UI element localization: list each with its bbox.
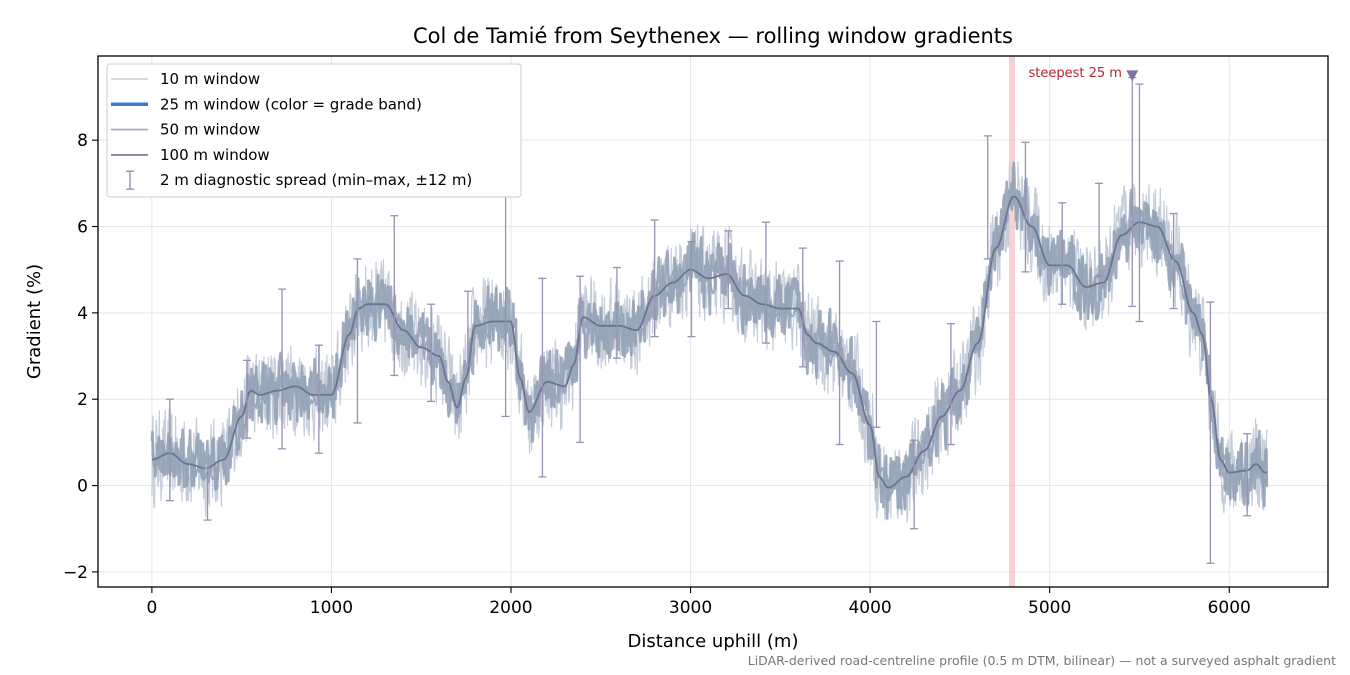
- grid: [98, 56, 1328, 587]
- steepest-marker: [1126, 70, 1139, 82]
- diagnostic-errorbar: [1243, 433, 1252, 517]
- y-tick-label: 0: [77, 477, 88, 497]
- diagnostic-errorbar: [1206, 301, 1215, 564]
- diagnostic-errorbar: [278, 288, 287, 450]
- legend-label: 2 m diagnostic spread (min–max, ±12 m): [160, 171, 472, 189]
- diagnostic-errorbar: [872, 320, 881, 428]
- legend: 10 m window 25 m window (color = grade ba…: [106, 63, 522, 198]
- x-tick-label: 5000: [1028, 598, 1071, 618]
- diagnostic-errorbar: [650, 219, 659, 338]
- diagnostic-errorbar: [1169, 212, 1178, 310]
- x-tick-label: 3000: [669, 598, 712, 618]
- diagnostic-errorbar: [203, 467, 212, 521]
- steepest-annotation: steepest 25 m: [1029, 66, 1139, 82]
- diagnostic-errorbar: [427, 303, 436, 403]
- diagnostic-errorbar: [576, 275, 585, 444]
- x-tick-label: 4000: [848, 598, 891, 618]
- diagnostic-errorbar: [1021, 141, 1030, 273]
- y-axis-title: Gradient (%): [24, 264, 45, 379]
- diagnostic-errorbar: [1058, 202, 1067, 305]
- x-axis-title: Distance uphill (m): [628, 631, 799, 652]
- diagnostic-errorbar: [463, 290, 472, 366]
- legend-entry: 2 m diagnostic spread (min–max, ±12 m): [126, 170, 472, 190]
- diagnostic-errorbar: [390, 215, 399, 377]
- diagnostic-errorbar: [1135, 83, 1144, 323]
- legend-entry: 50 m window: [111, 121, 260, 139]
- steepest-band: [1008, 56, 1015, 587]
- axes: 0 1000 2000 3000 4000 5000 6000 −2 0 2 4 6 8: [63, 131, 1251, 618]
- steepest-band-rect: [1008, 56, 1015, 587]
- x-tick-label: 1000: [310, 598, 353, 618]
- y-tick-label: 2: [77, 390, 88, 410]
- steepest-label: steepest 25 m: [1029, 66, 1122, 81]
- x-tick-label: 6000: [1208, 598, 1251, 618]
- diagnostic-errorbar: [165, 398, 174, 502]
- legend-label: 10 m window: [160, 70, 260, 88]
- x-tick-label: 0: [146, 598, 157, 618]
- diagnostic-errorbar: [983, 135, 992, 260]
- diagnostic-errorbar: [835, 260, 844, 446]
- y-tick-label: 8: [77, 131, 88, 151]
- diagnostic-errorbar: [761, 221, 770, 344]
- diagnostic-errorbar: [724, 230, 733, 310]
- legend-box: [106, 63, 522, 198]
- diagnostic-errorbar: [243, 359, 252, 439]
- y-tick-label: 6: [77, 218, 88, 238]
- legend-entry: 25 m window (color = grade band): [111, 95, 422, 113]
- series-lines: [151, 195, 1267, 489]
- x-tick-label: 2000: [489, 598, 532, 618]
- legend-label: 50 m window: [160, 121, 260, 139]
- diagnostic-spread-bars: [165, 76, 1252, 564]
- diagnostic-errorbar: [687, 240, 696, 338]
- legend-label: 25 m window (color = grade band): [160, 95, 422, 113]
- diagnostic-errorbar: [910, 439, 919, 530]
- diagnostic-errorbar: [538, 277, 547, 478]
- y-tick-label: −2: [63, 563, 88, 583]
- diagnostic-errorbar: [1095, 182, 1104, 277]
- diagnostic-errorbar: [946, 323, 955, 446]
- diagnostic-errorbar: [612, 266, 621, 359]
- chart-title: Col de Tamié from Seythenex — rolling wi…: [413, 24, 1013, 48]
- diagnostic-errorbar: [314, 344, 323, 454]
- legend-entry: 100 m window: [111, 146, 270, 164]
- diagnostic-errorbar: [353, 258, 362, 424]
- series-line-100m: [151, 195, 1267, 489]
- footnote: LiDAR-derived road-centreline profile (0…: [748, 653, 1336, 668]
- legend-label: 100 m window: [160, 146, 270, 164]
- legend-entry: 10 m window: [111, 70, 260, 88]
- y-tick-label: 4: [77, 304, 88, 324]
- diagnostic-errorbar: [798, 247, 807, 368]
- plot-frame: [97, 55, 1329, 588]
